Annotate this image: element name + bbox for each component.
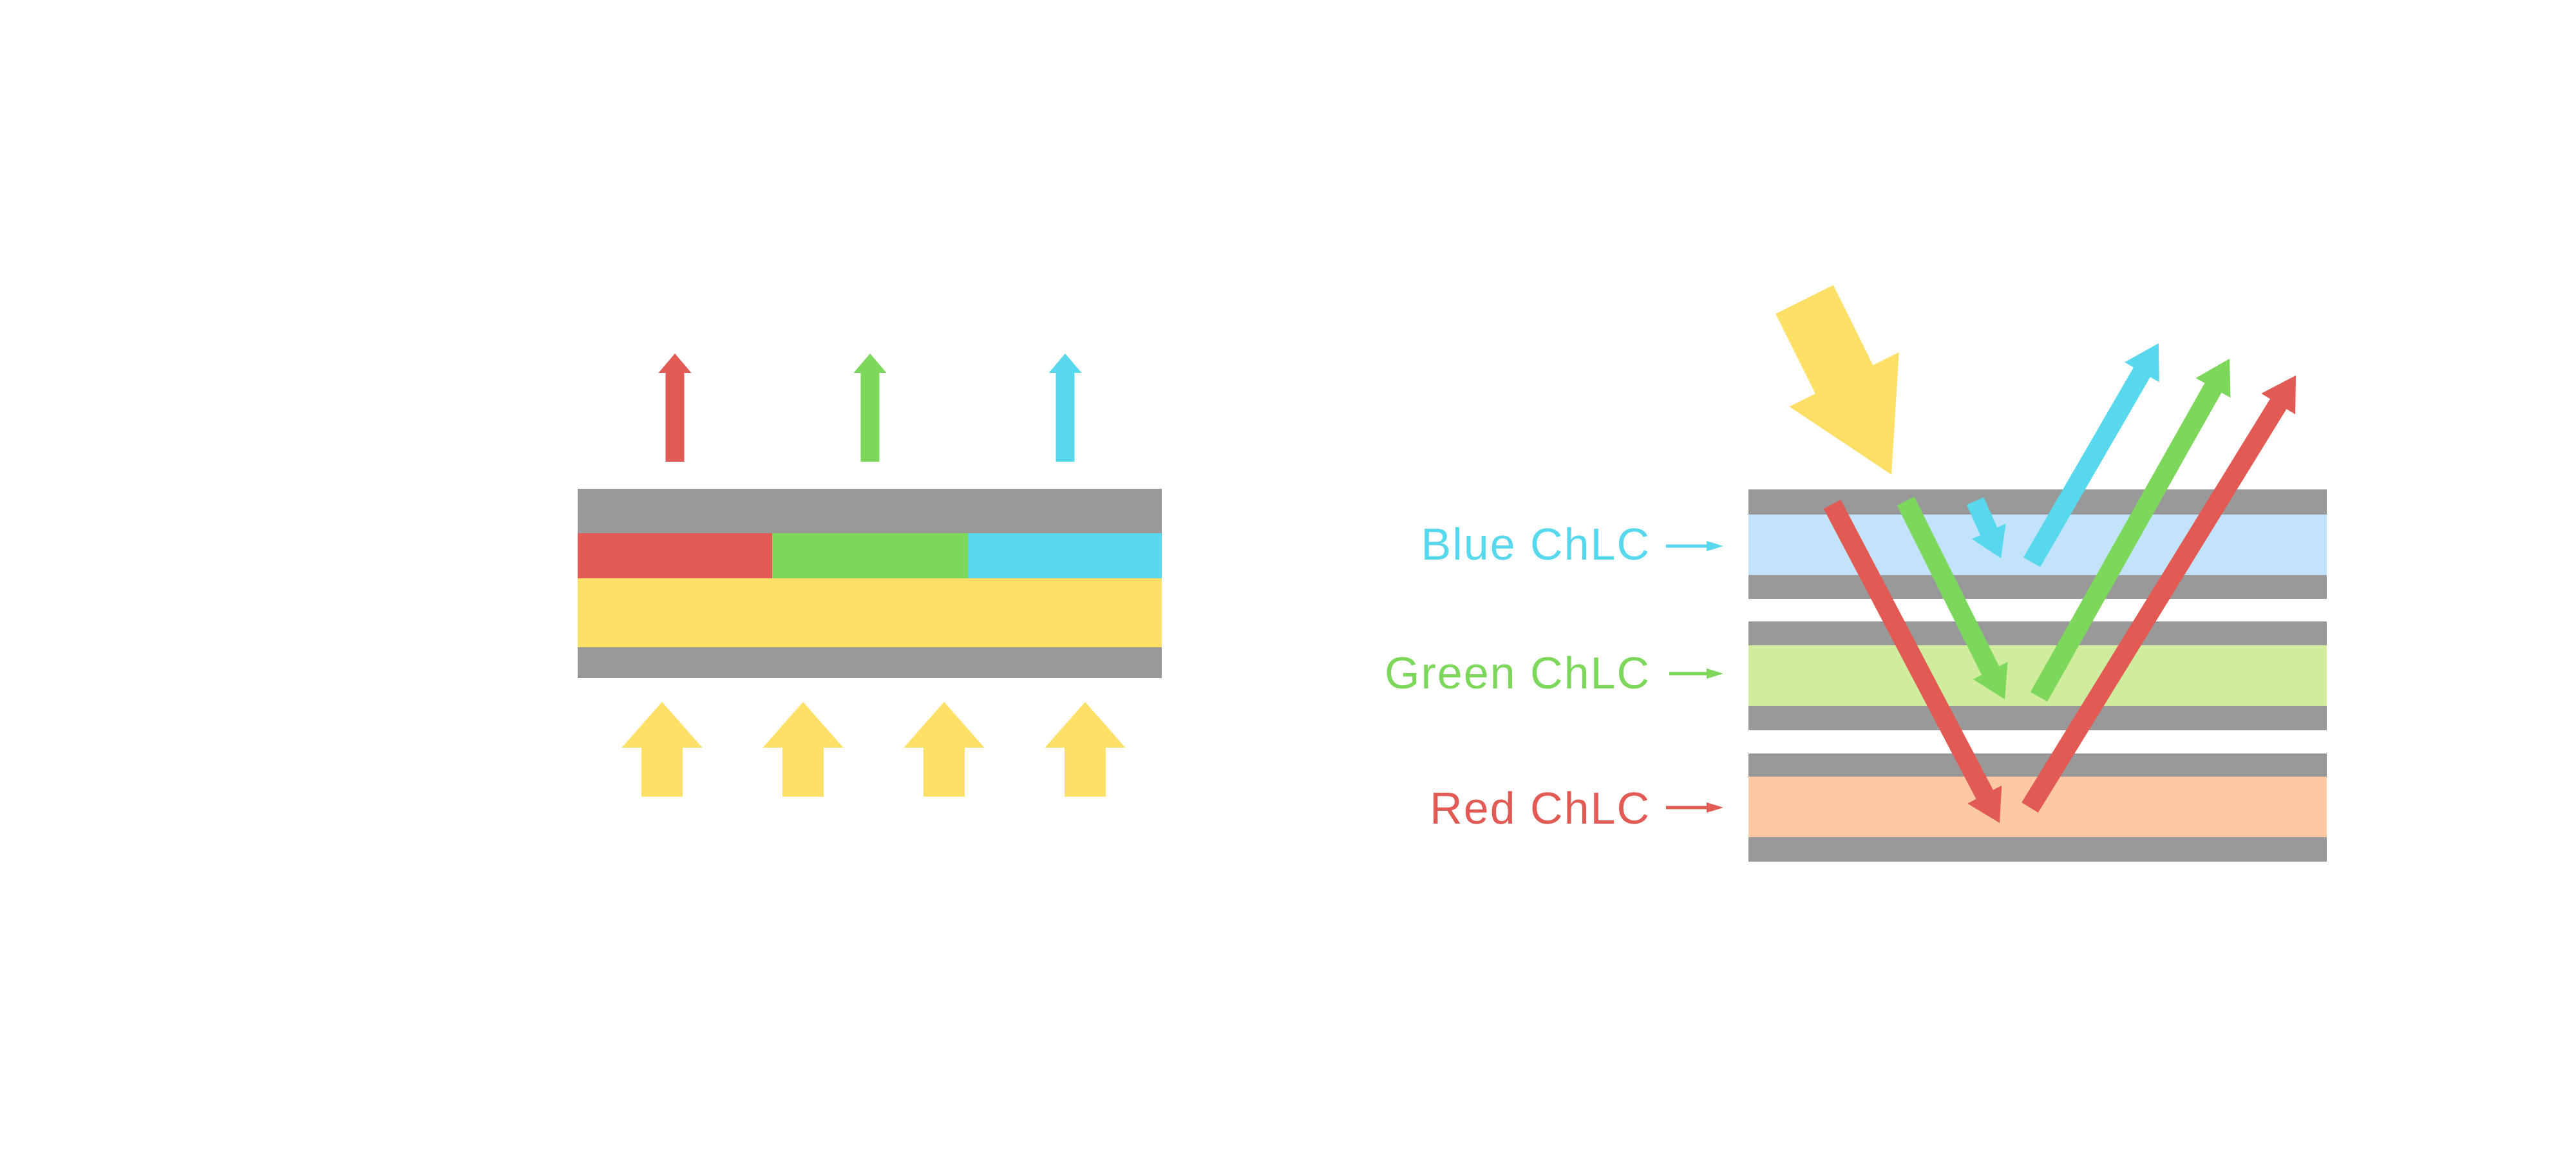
yellow-backlight-layer: [578, 578, 1162, 647]
blue-chlc-label: Blue ChLC: [1421, 519, 1651, 569]
substrate-bar: [1748, 621, 2327, 645]
bottom-substrate-bar: [578, 647, 1162, 678]
red-filter-segment: [578, 533, 772, 578]
green-emission-arrow-icon: [853, 354, 887, 462]
chlc-stack-diagram: Blue ChLC Green ChLC Red ChLC: [1385, 285, 2327, 862]
green-incident-ray-arrow-icon: [1897, 497, 2008, 699]
backlight-arrow-icon: [762, 702, 844, 797]
blue-label-arrow-icon: [1666, 541, 1723, 551]
backlight-arrow-icon: [621, 702, 703, 797]
substrate-bar: [1748, 753, 2327, 777]
layer-labels: Blue ChLC Green ChLC Red ChLC: [1385, 519, 1723, 833]
emitted-light-arrows: [658, 354, 1082, 462]
blue-incident-ray-arrow-icon: [1966, 497, 2006, 558]
red-incident-ray-arrow-icon: [1823, 500, 2002, 823]
backlight-arrow-icon: [904, 702, 985, 797]
green-chlc-layer: [1748, 645, 2327, 706]
red-chlc-label: Red ChLC: [1430, 783, 1651, 833]
top-substrate-bar: [578, 489, 1162, 533]
incident-white-light-arrow-icon: [1776, 285, 1899, 475]
pixel-stack: [578, 489, 1162, 678]
substrate-bar: [1748, 706, 2327, 730]
red-label-arrow-icon: [1666, 802, 1723, 813]
green-chlc-label: Green ChLC: [1385, 648, 1651, 698]
green-label-arrow-icon: [1669, 668, 1723, 679]
green-reflected-ray-arrow-icon: [2030, 359, 2231, 702]
red-reflected-ray-arrow-icon: [2022, 375, 2296, 813]
transmissive-stack-diagram: [578, 354, 1162, 797]
substrate-bar: [1748, 837, 2327, 862]
substrate-bar: [1748, 575, 2327, 599]
backlight-arrow-icon: [1045, 702, 1126, 797]
green-filter-segment: [772, 533, 968, 578]
backlight-arrows: [621, 702, 1126, 797]
red-emission-arrow-icon: [658, 354, 692, 462]
blue-emission-arrow-icon: [1048, 354, 1082, 462]
blue-reflected-ray-arrow-icon: [2023, 343, 2159, 567]
blue-filter-segment: [968, 533, 1162, 578]
light-rays: [1776, 285, 2296, 823]
